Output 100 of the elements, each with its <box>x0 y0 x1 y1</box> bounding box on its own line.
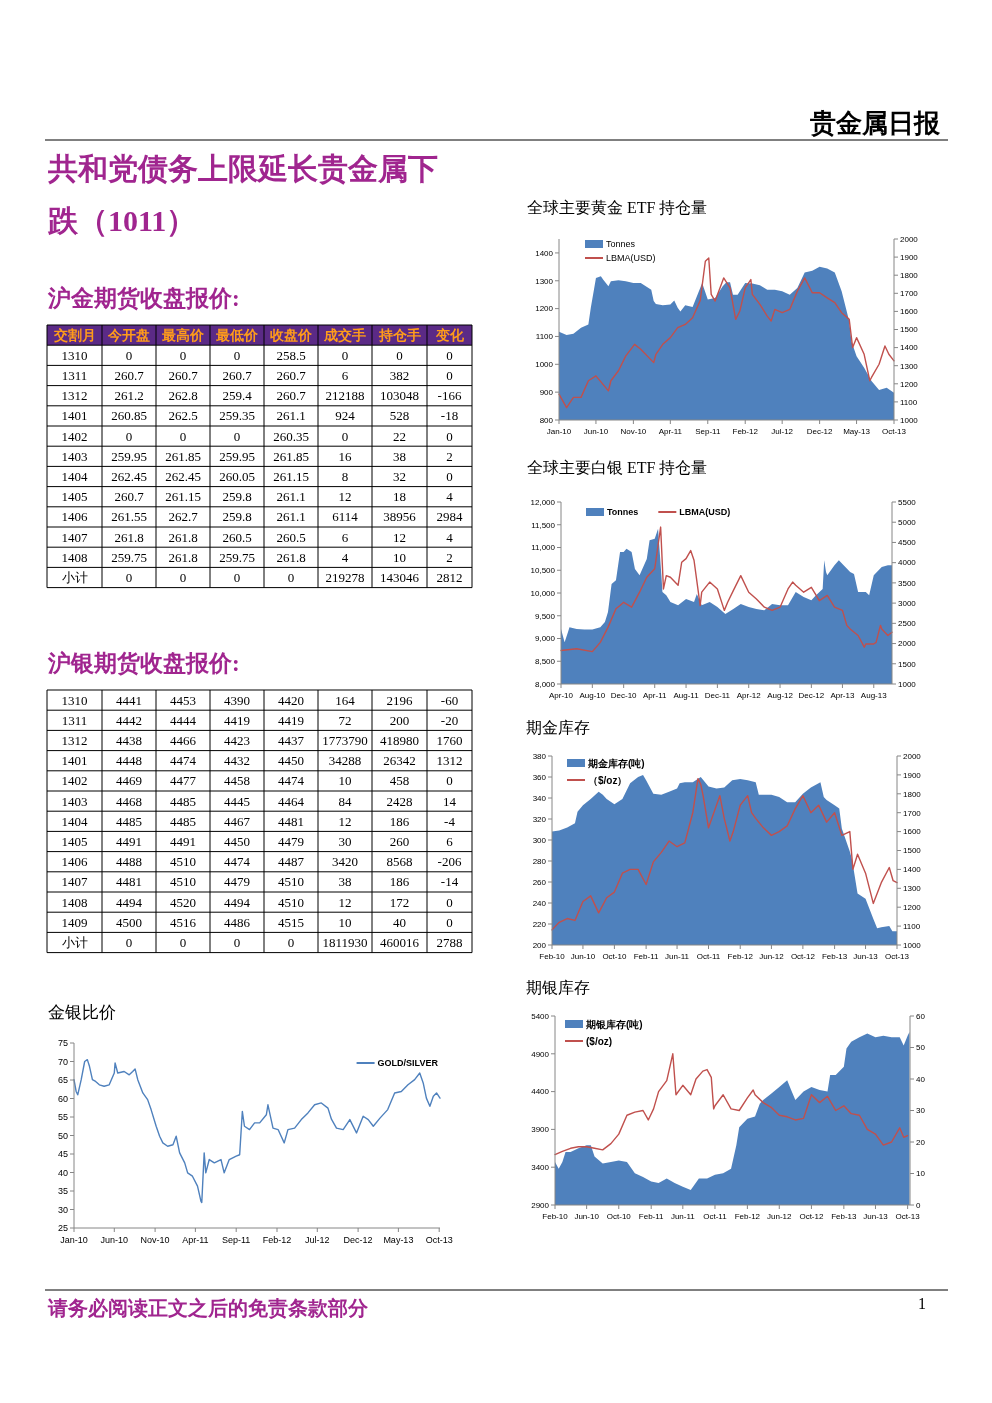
data-label: 0 <box>233 570 241 585</box>
x-tick-label: Jun-10 <box>570 952 596 961</box>
y-tick-label: 260 <box>532 877 547 887</box>
y-tick-label: 1310 <box>61 347 88 363</box>
chart-title: 期金库存 <box>526 719 590 736</box>
x-tick-label: Feb-11 <box>638 1212 665 1221</box>
x-tick-label: May-13 <box>383 1235 414 1245</box>
x-tick-label: Sep-11 <box>222 1235 251 1245</box>
data-label: 4481 <box>278 813 304 829</box>
data-label: 2 <box>446 448 453 464</box>
y-tick-label: 4400 <box>531 1087 550 1097</box>
data-label: 4515 <box>278 914 304 930</box>
data-label: 528 <box>389 408 410 424</box>
y-tick-label: 9,000 <box>534 634 556 644</box>
data-label: 2 <box>446 549 453 565</box>
y2-tick-label: 5500 <box>898 497 917 507</box>
data-label: 4487 <box>278 854 305 870</box>
y2-tick-label: 20 <box>916 1137 926 1147</box>
data-label: 262.45 <box>111 469 147 484</box>
y-tick-label: 1403 <box>61 793 88 809</box>
x-tick-label: Oct-10 <box>602 952 627 961</box>
data-label: 1773790 <box>322 733 368 748</box>
data-label: 260 <box>389 834 410 849</box>
x-tick-label: Aug-12 <box>767 691 794 700</box>
x-tick-label: Oct-13 <box>884 952 910 961</box>
data-label: 2196 <box>386 692 413 708</box>
x-tick-label: Jun-12 <box>759 952 785 961</box>
line-series <box>560 526 893 653</box>
y-tick-label: 1404 <box>61 813 88 829</box>
y2-tick-label: 2500 <box>898 619 917 629</box>
legend-label: Tonnes <box>607 507 639 518</box>
data-label: -18 <box>440 408 459 424</box>
data-label: -166 <box>437 388 462 404</box>
data-label: 261.15 <box>165 489 201 505</box>
y-tick-label: 1406 <box>61 509 88 525</box>
data-label: 4458 <box>224 773 250 789</box>
y-axis-title: 交割月 <box>52 327 96 344</box>
data-label: 4 <box>446 529 454 545</box>
x-tick-label: Jun-13 <box>853 952 879 961</box>
x-tick-label: Feb-12 <box>727 952 754 961</box>
y-tick-label: 800 <box>539 415 554 425</box>
data-label: 103048 <box>380 388 419 404</box>
x-tick-label: Dec-12 <box>343 1235 373 1245</box>
y-tick-label: 45 <box>57 1149 68 1160</box>
y-tick-label: 70 <box>57 1056 68 1067</box>
y-tick-label: 1100 <box>535 332 554 342</box>
data-label: 4450 <box>224 834 250 849</box>
data-label: 261.1 <box>276 509 306 525</box>
data-label: 260.5 <box>276 529 306 545</box>
y2-tick-label: 1900 <box>900 252 919 262</box>
data-label: 10 <box>338 773 352 789</box>
data-label: 34288 <box>328 753 362 769</box>
data-label: 4494 <box>116 894 143 910</box>
data-label: 0 <box>233 428 241 444</box>
y-tick-label: 200 <box>532 940 547 950</box>
x-tick-label: Apr-13 <box>830 691 855 700</box>
data-label: 261.8 <box>168 549 198 565</box>
x-tick-label: Jun-10 <box>100 1235 129 1245</box>
y2-tick-label: 40 <box>916 1074 926 1084</box>
y-tick-label: 1409 <box>61 914 88 930</box>
x-tick-label: Dec-12 <box>798 691 825 700</box>
data-label: 0 <box>446 469 453 484</box>
x-tick-label: May-13 <box>843 427 871 436</box>
y-tick-label: 1405 <box>61 489 88 505</box>
x-tick-label: 变化 <box>434 327 465 344</box>
data-label: 262.5 <box>168 408 198 424</box>
y-tick-label: 360 <box>532 772 547 782</box>
y-tick-label: 380 <box>532 751 547 761</box>
data-label: 4450 <box>278 753 304 769</box>
data-label: 4491 <box>170 834 196 849</box>
y2-tick-label: 1600 <box>903 827 922 837</box>
data-label: 4479 <box>278 834 304 849</box>
y-tick-label: 8,500 <box>534 657 556 667</box>
y-tick-label: 2900 <box>531 1200 550 1210</box>
y2-tick-label: 2000 <box>903 751 922 761</box>
y-tick-label: 280 <box>532 856 547 866</box>
y-tick-label: 1402 <box>61 773 88 789</box>
y-tick-label: 小计 <box>61 935 88 950</box>
data-label: 4481 <box>116 874 142 890</box>
data-label: 4516 <box>170 914 197 930</box>
data-label: 418980 <box>380 733 419 748</box>
y2-tick-label: 2000 <box>900 234 919 244</box>
data-label: 4510 <box>170 854 196 870</box>
data-label: 4419 <box>278 712 304 728</box>
data-label: 10 <box>393 549 406 565</box>
y-tick-label: 240 <box>532 898 547 908</box>
data-label: 3420 <box>332 854 358 870</box>
y-tick-label: 30 <box>57 1204 68 1215</box>
y2-tick-label: 1200 <box>903 903 922 912</box>
data-label: 262.45 <box>165 469 201 484</box>
y2-tick-label: 1500 <box>900 325 919 335</box>
x-tick-label: Feb-13 <box>831 1212 858 1221</box>
x-tick-label: Nov-10 <box>620 427 647 436</box>
data-label: 4488 <box>116 854 142 870</box>
y-tick-label: 1311 <box>61 368 88 383</box>
y-tick-label: 40 <box>57 1167 68 1178</box>
y-tick-label: 8,000 <box>534 679 556 689</box>
data-label: 4485 <box>170 813 196 829</box>
data-label: 8 <box>341 469 349 484</box>
y-tick-label: 1000 <box>535 360 554 370</box>
